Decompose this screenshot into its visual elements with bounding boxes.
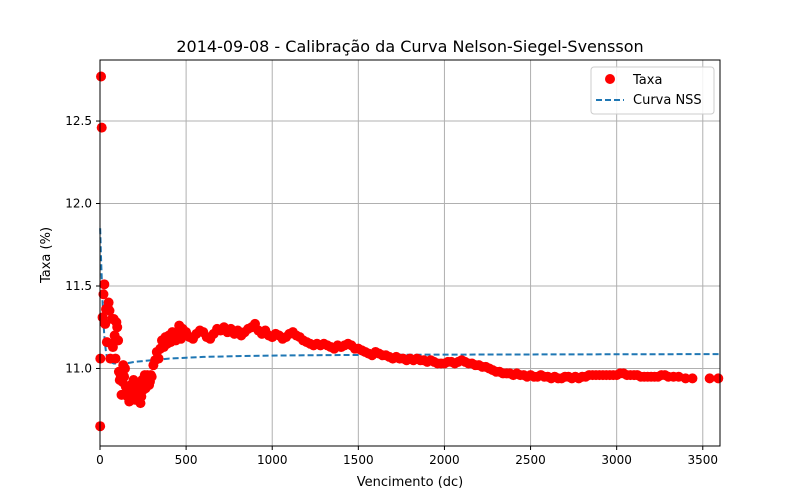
x-tick-label: 500 (175, 453, 198, 467)
taxa-point (119, 363, 130, 374)
chart-title: 2014-09-08 - Calibração da Curva Nelson-… (176, 37, 643, 56)
x-tick-label: 1000 (257, 453, 288, 467)
plot-frame (99, 59, 721, 447)
taxa-point (704, 373, 715, 384)
y-axis-label: Taxa (%) (39, 227, 54, 284)
taxa-point (112, 322, 123, 333)
taxa-point (119, 371, 130, 382)
taxa-point (104, 305, 115, 316)
x-tick-label: 1500 (343, 453, 374, 467)
taxa-point (100, 318, 111, 329)
legend-box (590, 66, 715, 115)
taxa-point (99, 279, 110, 290)
taxa-point (96, 122, 107, 133)
x-tick-label: 3500 (688, 453, 719, 467)
x-tick-label: 2500 (515, 453, 546, 467)
taxa-point (110, 353, 121, 364)
grid-lines (99, 60, 720, 446)
x-axis-label: Vencimento (dc) (357, 475, 464, 490)
legend-label-curva-nss: Curva NSS (633, 93, 702, 108)
x-tick-label: 0 (96, 453, 104, 467)
legend-marker-taxa (605, 74, 615, 84)
y-tick-label: 11.0 (65, 361, 92, 375)
taxa-point (96, 71, 107, 82)
x-tick-label: 3000 (601, 453, 632, 467)
axis-ticks: 0 500 1000 1500 2000 2500 3000 3500 11.0 11.5 12.0… (65, 114, 718, 467)
x-tick-label: 2000 (429, 453, 460, 467)
taxa-point (146, 371, 157, 382)
taxa-point (713, 373, 724, 384)
taxa-point (98, 289, 109, 300)
taxa-point (687, 373, 698, 384)
taxa-point (113, 335, 124, 346)
taxa-point (680, 373, 691, 384)
taxa-point (103, 297, 114, 308)
legend: Taxa Curva NSS (590, 66, 715, 115)
legend-label-taxa: Taxa (632, 73, 662, 88)
y-tick-label: 12.0 (65, 197, 92, 211)
y-tick-label: 12.5 (65, 114, 92, 128)
taxa-point (153, 353, 164, 364)
y-tick-label: 11.5 (65, 279, 92, 293)
